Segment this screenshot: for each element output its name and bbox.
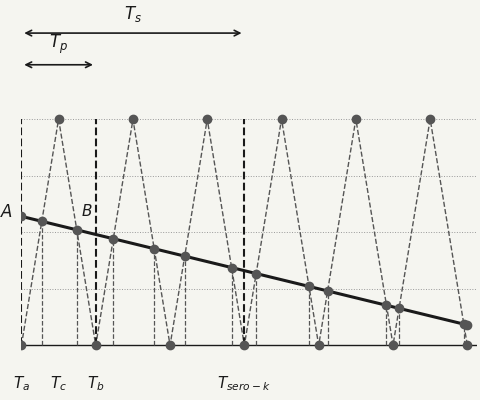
- Text: $T_{sero-k}$: $T_{sero-k}$: [217, 375, 271, 394]
- Text: $T_c$: $T_c$: [50, 375, 67, 394]
- Text: A: A: [1, 203, 12, 221]
- Text: $T_b$: $T_b$: [87, 375, 105, 394]
- Text: $T_s$: $T_s$: [124, 4, 142, 24]
- Text: $T_p$: $T_p$: [49, 32, 68, 56]
- Text: $T_a$: $T_a$: [13, 375, 30, 394]
- Text: B: B: [82, 204, 92, 218]
